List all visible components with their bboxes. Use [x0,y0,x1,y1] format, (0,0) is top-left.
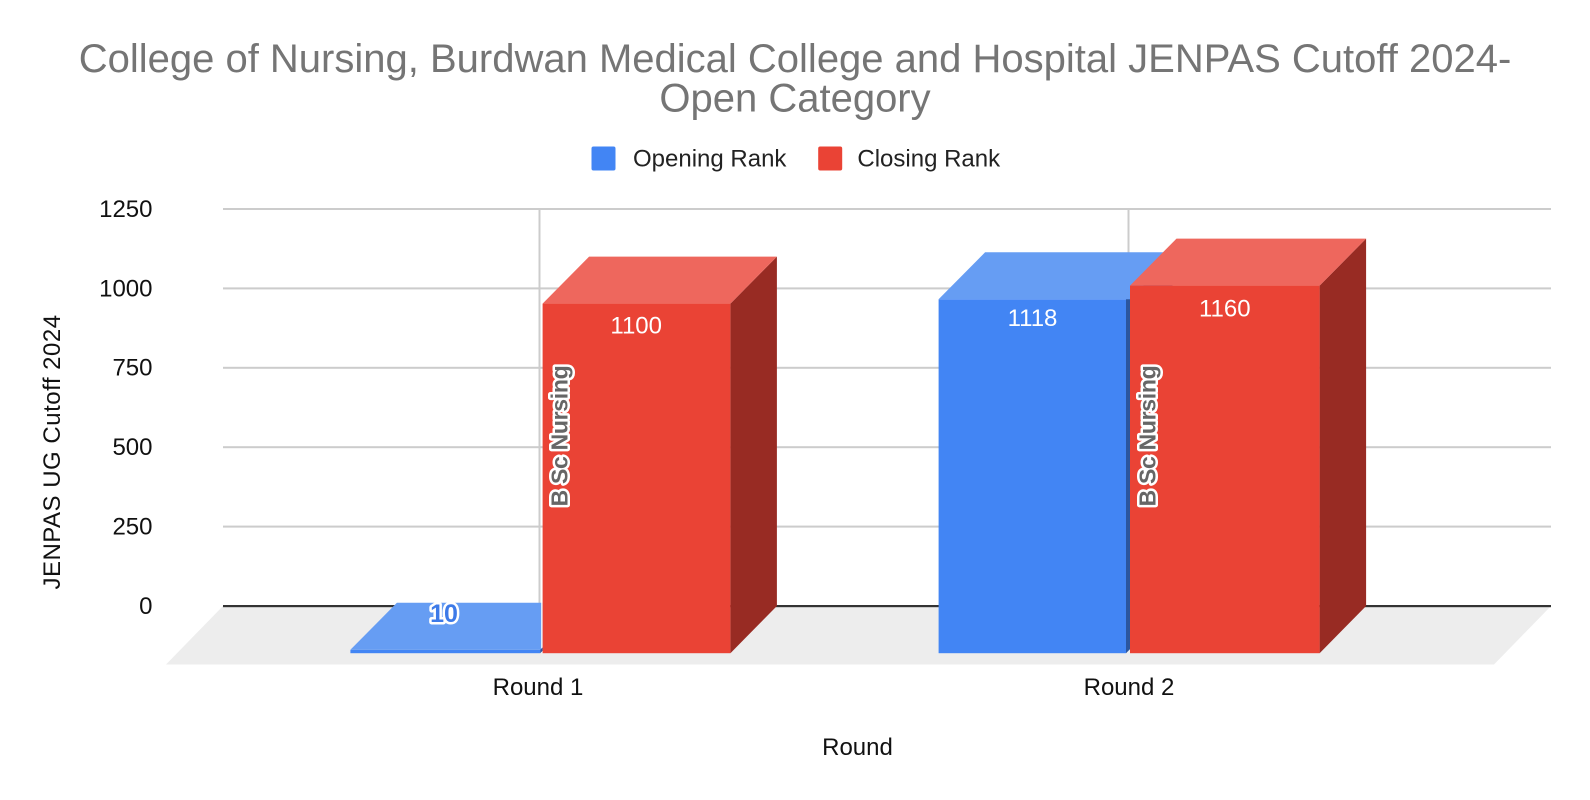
svg-text:250: 250 [112,514,152,541]
svg-text:Closing Rank: Closing Rank [857,146,1001,173]
svg-text:Round 1: Round 1 [493,674,584,701]
svg-text:1000: 1000 [99,275,152,302]
svg-text:500: 500 [112,434,152,461]
svg-text:10: 10 [430,600,458,628]
svg-text:Opening Rank: Opening Rank [633,146,787,173]
svg-text:B Sc Nursing: B Sc Nursing [547,366,573,507]
svg-text:Open Category: Open Category [659,77,930,121]
svg-text:1160: 1160 [1199,295,1251,322]
svg-text:1100: 1100 [610,313,662,340]
svg-text:0: 0 [139,593,152,620]
svg-text:College of Nursing, Burdwan Me: College of Nursing, Burdwan Medical Coll… [79,37,1512,81]
svg-text:Round: Round [822,734,893,761]
svg-text:JENPAS UG Cutoff 2024: JENPAS UG Cutoff 2024 [39,314,66,589]
svg-text:1118: 1118 [1008,305,1058,332]
svg-text:750: 750 [112,355,152,382]
svg-text:1250: 1250 [99,196,152,223]
svg-text:Round 2: Round 2 [1084,674,1175,701]
svg-text:B Sc Nursing: B Sc Nursing [1135,366,1161,507]
